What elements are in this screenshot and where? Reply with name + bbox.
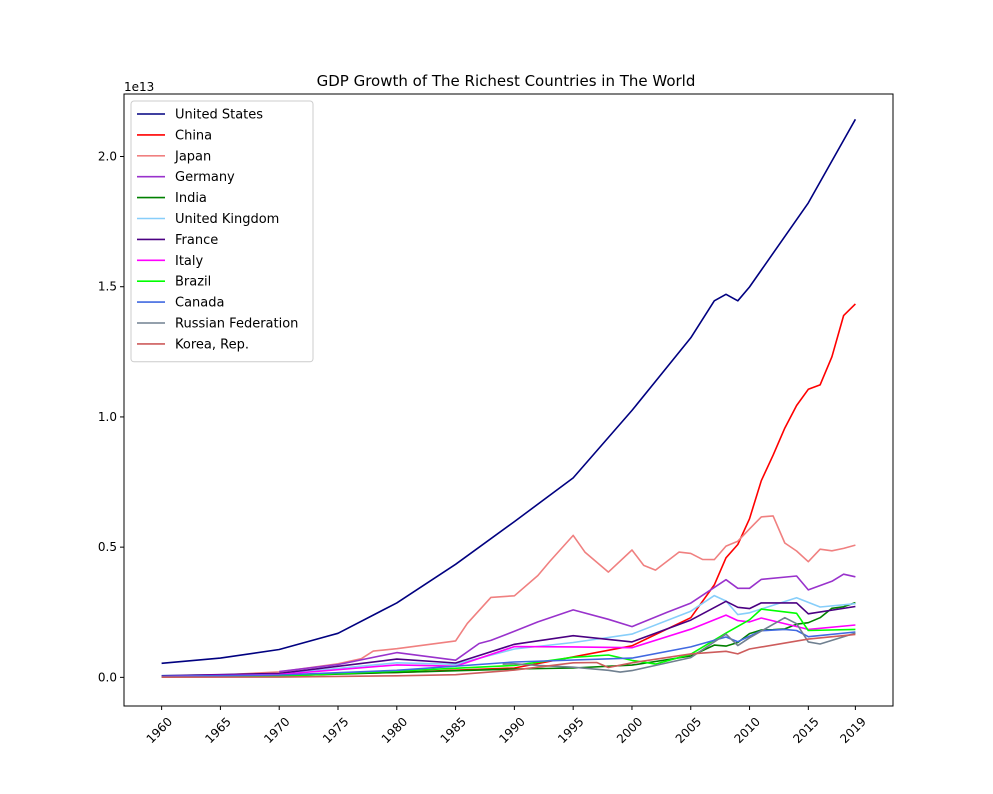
legend-label: Brazil: [175, 275, 211, 290]
legend-label: United Kingdom: [175, 212, 279, 227]
legend-label: Japan: [174, 149, 211, 164]
legend-label: China: [175, 128, 212, 143]
legend-label: India: [175, 191, 207, 206]
y-tick-label: 0.5: [98, 540, 117, 554]
series-line-france: [161, 600, 856, 677]
series-line-canada: [161, 628, 856, 678]
y-tick-label: 2.0: [98, 150, 117, 164]
legend-label: Canada: [175, 296, 224, 311]
legend-box: [130, 100, 314, 363]
y-tick-label: 1.0: [98, 410, 117, 424]
series-line-united-states: [161, 118, 857, 665]
series-line-japan: [161, 515, 856, 678]
series-line-korea-rep: [161, 633, 856, 679]
series-line-brazil: [161, 608, 856, 678]
plot-area: [161, 118, 857, 679]
legend-label: Italy: [175, 254, 204, 269]
legend-label: United States: [175, 108, 263, 123]
chart-title: GDP Growth of The Richest Countries in T…: [317, 72, 696, 90]
y-offset-label: 1e13: [124, 80, 154, 94]
series-line-china: [161, 303, 856, 677]
legend: United States China Japan Germany India Unite…: [130, 100, 314, 363]
series-line-germany: [279, 573, 856, 673]
legend-label: France: [175, 233, 218, 248]
legend-label: Germany: [175, 170, 235, 185]
y-tick-label: 0.0: [98, 670, 117, 684]
series-line-russian-federation: [502, 616, 856, 673]
legend-label: Korea, Rep.: [175, 337, 249, 352]
axes-frame: [123, 93, 894, 707]
y-tick-label: 1.5: [98, 280, 117, 294]
legend-label: Russian Federation: [175, 317, 298, 332]
series-line-italy: [161, 614, 856, 678]
